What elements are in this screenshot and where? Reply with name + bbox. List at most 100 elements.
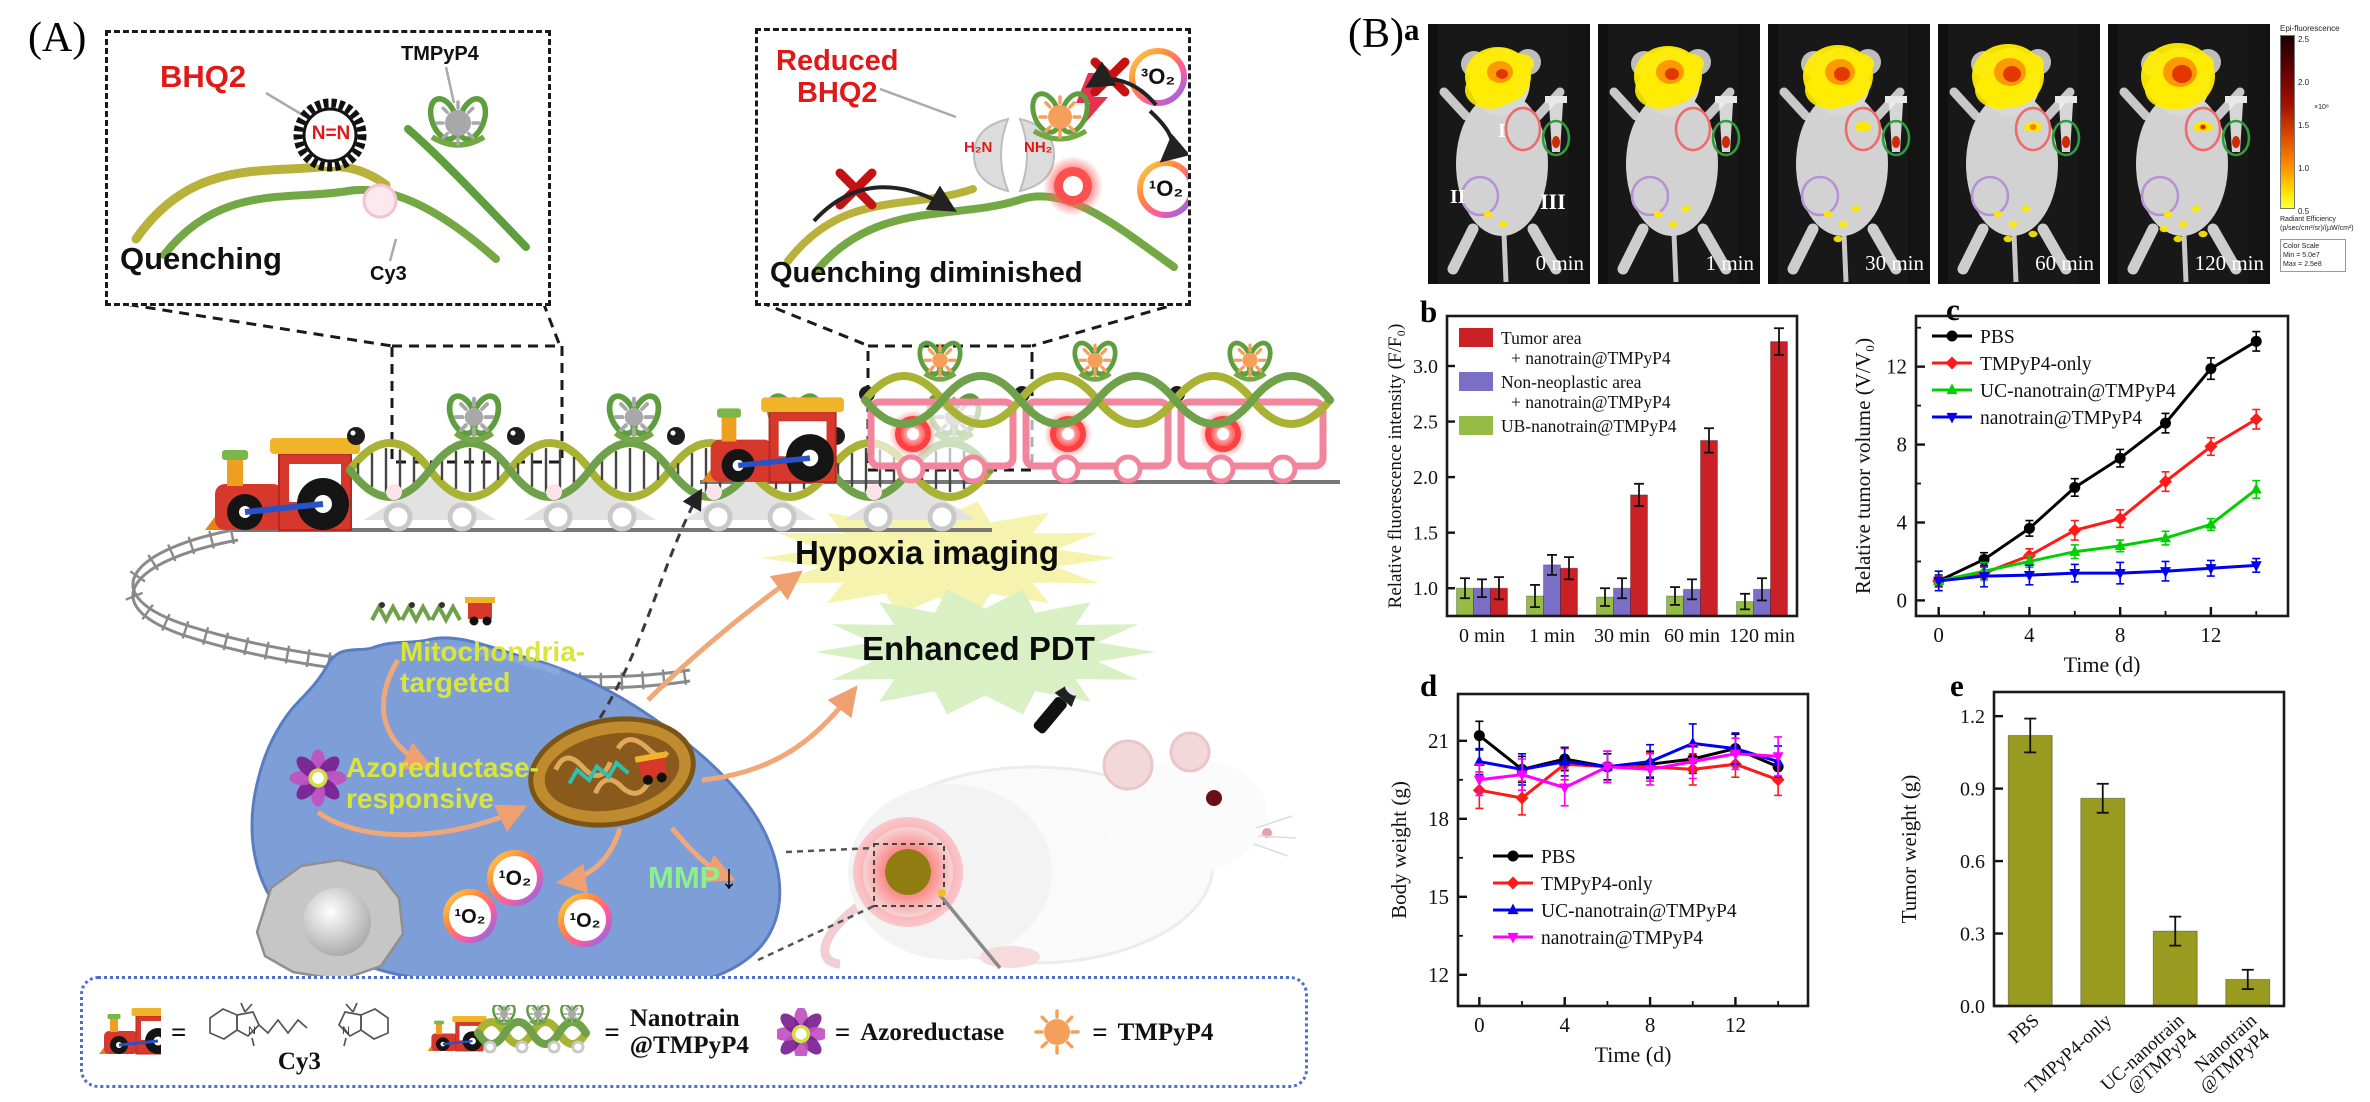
svg-text:Relative fluorescence intensit: Relative fluorescence intensity (F/F₀) xyxy=(1385,324,1406,609)
tmpyp4-sun-icon xyxy=(1038,95,1082,139)
svg-text:¹O₂: ¹O₂ xyxy=(499,867,532,890)
svg-text:nanotrain@TMPyP4: nanotrain@TMPyP4 xyxy=(1541,928,1703,949)
tmpyp4-sun-icon xyxy=(923,343,957,378)
svg-text:30 min: 30 min xyxy=(1594,625,1650,647)
timepoint-label: 30 min xyxy=(1865,251,1924,275)
svg-text:0: 0 xyxy=(1474,1013,1485,1037)
colorbar-units: Radiant Efficiency (p/sec/cm²/sr)/(µW/cm… xyxy=(2280,216,2354,232)
svg-text:Relative tumor volume (V/V₀): Relative tumor volume (V/V₀) xyxy=(1852,338,1875,594)
azo-bond-label: N=N xyxy=(311,123,351,144)
tmpyp4-label: TMPyP4 xyxy=(401,43,479,65)
quenching-box-art xyxy=(131,66,530,263)
panel-b-a-label: a xyxy=(1404,12,1420,47)
svg-text:Nanotrain@TMPyP4: Nanotrain@TMPyP4 xyxy=(2183,1010,2274,1098)
chart-tumor-weight: 0.00.30.60.91.2PBSTMPyP4-onlyUC-nanotrai… xyxy=(1897,690,2286,1098)
svg-text:¹O₂: ¹O₂ xyxy=(454,906,485,928)
enhanced-pdt-label: Enhanced PDT xyxy=(862,630,1095,667)
svg-text:Non-neoplastic area: Non-neoplastic area xyxy=(1501,372,1642,392)
svg-text:15: 15 xyxy=(1428,885,1449,909)
singlet-oxygen-icon: ¹O₂ xyxy=(443,889,497,943)
bar xyxy=(2080,797,2126,1007)
g-quadruplex-icon xyxy=(526,1005,551,1026)
locomotive-icon xyxy=(205,438,360,531)
bhq2-label: BHQ2 xyxy=(160,59,247,94)
quenching-diminished-label: Quenching diminished xyxy=(770,257,1083,289)
tmpyp4-sun-icon xyxy=(453,396,495,438)
chart-e-letter: e xyxy=(1950,668,1964,703)
singlet-oxygen-icon: ¹O₂ xyxy=(558,893,612,947)
svg-text:Tumor weight (g): Tumor weight (g) xyxy=(1897,775,1921,924)
tmpyp4-sun-icon xyxy=(495,1005,514,1023)
svg-text:120 min: 120 min xyxy=(1729,625,1795,647)
tmpyp4-sun-icon xyxy=(563,1005,582,1023)
mouse-fluorescence-image: 60 min xyxy=(1938,24,2100,284)
colorbar-ticks: 2.5 2.0 1.5 1.0 0.5 xyxy=(2298,35,2310,216)
hypoxia-imaging-label: Hypoxia imaging xyxy=(795,534,1060,571)
g-quadruplex-icon xyxy=(560,1005,585,1026)
svg-text:12: 12 xyxy=(1886,355,1907,379)
bar xyxy=(1700,439,1718,617)
mitochondrion-icon xyxy=(528,716,696,828)
mitochondria-targeted-label: Mitochondria-targeted xyxy=(400,636,586,698)
svg-text:8: 8 xyxy=(1645,1013,1656,1037)
svg-text:PBS: PBS xyxy=(2004,1010,2043,1048)
g-quadruplex-icon xyxy=(917,340,963,382)
svg-text:0.3: 0.3 xyxy=(1960,924,1985,946)
svg-text:Time (d): Time (d) xyxy=(1595,1042,1672,1067)
locomotive-icon xyxy=(99,1008,161,1055)
chart-body-weight: 12 15 18 21 0 4 8 12 Time (d) Body weight (g) PBS T… xyxy=(1388,692,1810,1067)
svg-text:12: 12 xyxy=(2200,623,2221,647)
azoreductase-responsive-label: Azoreductase-responsive xyxy=(346,752,539,814)
azoreductase-icon xyxy=(776,1008,825,1056)
g-quadruplex-icon xyxy=(446,393,502,443)
nh2-label: NH₂ xyxy=(1024,139,1053,156)
svg-text:Body weight (g): Body weight (g) xyxy=(1388,781,1411,919)
bar xyxy=(1630,494,1648,617)
svg-text:18: 18 xyxy=(1428,807,1449,831)
azoreductase-legend-label: Azoreductase xyxy=(860,1018,1005,1046)
laser-lightning-icon xyxy=(1076,73,1108,129)
svg-text:Tumor area: Tumor area xyxy=(1501,328,1582,348)
chart-tumor-volume: 0 4 8 12 0 4 8 12 Time (d) Relative tumor volume … xyxy=(1852,314,2290,677)
equals-sign: = xyxy=(834,1016,851,1047)
panel-a-illustration: ¹O₂ ¹O₂ ¹O₂ xyxy=(111,300,1340,993)
mouse-fluorescence-image: 0 min I II III xyxy=(1428,24,1590,284)
chart-b-letter: b xyxy=(1420,294,1438,329)
svg-text:21: 21 xyxy=(1428,729,1449,753)
svg-text:0.6: 0.6 xyxy=(1960,851,1985,873)
svg-text:4: 4 xyxy=(2024,623,2035,647)
svg-text:1.5: 1.5 xyxy=(1413,523,1438,545)
svg-text:8: 8 xyxy=(1897,433,1908,457)
fluorescence-colorbar: Epi-fluorescence 2.5 2.0 1.5 1.0 0.5 ×10⁸ Ra… xyxy=(2280,24,2368,272)
svg-text:1 min: 1 min xyxy=(1529,625,1575,647)
equals-sign: = xyxy=(1092,1016,1108,1047)
svg-text:0.0: 0.0 xyxy=(1960,996,1985,1018)
tmpyp4-sun-icon xyxy=(1233,343,1267,378)
svg-text:N: N xyxy=(248,1025,256,1037)
svg-text:+ nanotrain@TMPyP4: + nanotrain@TMPyP4 xyxy=(1511,392,1671,412)
colorbar-scale-box: Color Scale Min = 5.0e7 Max = 2.5e8 xyxy=(2280,239,2346,272)
g-quadruplex-icon xyxy=(606,393,662,443)
region-label: II xyxy=(1450,186,1466,208)
series-line xyxy=(1938,340,2258,583)
svg-text:1.2: 1.2 xyxy=(1960,706,1985,728)
quenching-diminished-callout-box: ³O₂ ¹O₂ Reduced BHQ2 H₂N NH₂ Quenching dim… xyxy=(755,28,1191,306)
mouse-fluorescence-image: 30 min xyxy=(1768,24,1930,284)
bar xyxy=(1770,341,1788,617)
cy3-quenched-icon xyxy=(362,183,398,219)
quenching-diminished-box-art: ³O₂ ¹O₂ xyxy=(784,48,1188,273)
svg-text:0: 0 xyxy=(1933,623,1944,647)
nanotrain-icon xyxy=(427,1005,591,1054)
g-quadruplex-icon xyxy=(492,1005,517,1026)
svg-text:4: 4 xyxy=(1897,510,1908,534)
svg-text:12: 12 xyxy=(1428,963,1449,987)
tmpyp4-sun-icon xyxy=(529,1005,548,1023)
timepoint-label: 0 min xyxy=(1535,251,1584,275)
cy3-legend-label: Cy3 xyxy=(277,1047,321,1075)
quenching-callout-box: BHQ2 N=N TMPyP4 Quenching Cy3 xyxy=(105,30,551,306)
equals-sign: = xyxy=(604,1016,620,1047)
svg-text:UC-nanotrain@TMPyP4: UC-nanotrain@TMPyP4 xyxy=(1980,381,2176,402)
